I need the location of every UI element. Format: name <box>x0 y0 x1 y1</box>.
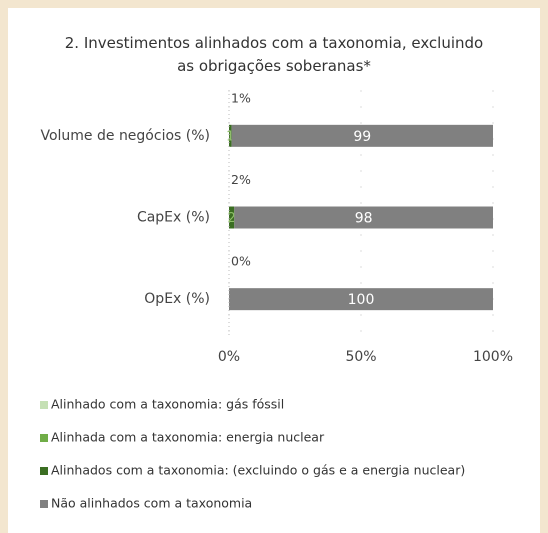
y-tick-label: Volume de negócios (%) <box>40 128 210 144</box>
annotation: 0% <box>231 254 251 269</box>
bar-segment <box>231 124 493 147</box>
x-tick-label: 50% <box>345 349 376 365</box>
data-label: 98 <box>355 211 373 227</box>
annotation: 1% <box>231 90 251 105</box>
bar-segment <box>229 288 493 311</box>
y-tick-label: CapEx (%) <box>137 210 210 226</box>
legend-label: Alinhados com a taxonomia: (excluindo o … <box>51 463 465 478</box>
legend-label: Alinhada com a taxonomia: energia nuclea… <box>51 430 325 445</box>
data-label: 1 <box>226 129 234 144</box>
legend-swatch <box>40 434 48 442</box>
legend-swatch <box>40 500 48 508</box>
x-tick-label: 0% <box>218 349 240 365</box>
bar-segment <box>229 206 235 229</box>
data-label: 100 <box>348 292 375 308</box>
legend-label: Alinhado com a taxonomia: gás fóssil <box>51 397 284 412</box>
legend-swatch <box>40 467 48 475</box>
x-tick-label: 100% <box>473 349 513 365</box>
legend-swatch <box>40 401 48 409</box>
chart-title: 2. Investimentos alinhados com a taxonom… <box>64 34 484 75</box>
bar-segment <box>229 124 232 147</box>
panel <box>8 8 540 533</box>
data-label: 99 <box>353 129 371 145</box>
bar-segment <box>234 206 493 229</box>
legend-label: Não alinhados com a taxonomia <box>51 496 252 511</box>
y-tick-label: OpEx (%) <box>144 291 210 307</box>
annotation: 2% <box>231 172 251 187</box>
data-label: 2 <box>227 211 235 226</box>
